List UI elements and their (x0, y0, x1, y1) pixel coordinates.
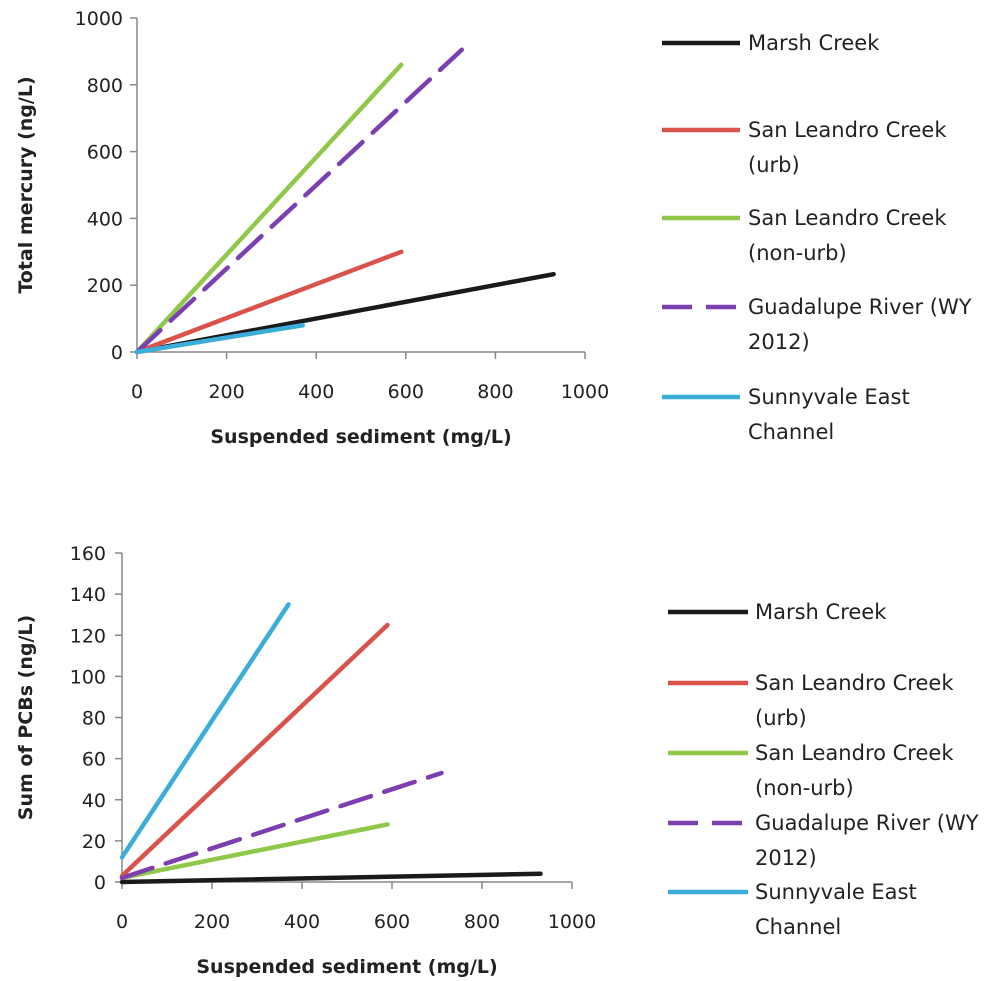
chart2-y-tick-label: 120 (70, 625, 106, 647)
chart2-series-line-5 (119, 602, 291, 860)
chart2-series-line-3 (119, 822, 390, 881)
chart2-legend-label-4: 2012) (755, 846, 817, 870)
chart2-legend-label-5: Sunnyvale East (755, 880, 917, 904)
chart1-legend-label-3: (non-urb) (748, 241, 847, 265)
chart1-legend-label-1: Marsh Creek (748, 31, 880, 55)
chart1-y-tick-label: 400 (87, 208, 123, 230)
chart1-x-tick-label: 0 (131, 381, 143, 403)
chart2-y-tick-label: 80 (82, 708, 106, 730)
chart2-legend-label-3: (non-urb) (755, 776, 854, 800)
chart2-y-tick-label: 40 (82, 790, 106, 812)
chart2-x-axis-title: Suspended sediment (mg/L) (196, 956, 497, 978)
chart2-legend-label-3: San Leandro Creek (755, 741, 954, 765)
chart1-legend-label-4: Guadalupe River (WY (748, 295, 972, 319)
chart1-series-line-4 (134, 47, 465, 355)
chart1-x-axis-title: Suspended sediment (mg/L) (210, 426, 511, 448)
chart1-x-tick-label: 400 (298, 381, 334, 403)
chart1-y-tick-label: 200 (87, 275, 123, 297)
chart2-x-tick-label: 800 (464, 911, 500, 933)
chart2-series-line-4 (119, 770, 444, 881)
chart2-legend-label-2: (urb) (755, 706, 807, 730)
chart2-x-tick-label: 1000 (548, 911, 596, 933)
chart1-series-line-5 (134, 323, 306, 355)
chart1-x-tick-label: 800 (477, 381, 513, 403)
chart2-y-tick-label: 0 (94, 872, 106, 894)
chart2-legend-label-2: San Leandro Creek (755, 671, 954, 695)
chart2-x-tick-label: 600 (374, 911, 410, 933)
chart2-legend-label-1: Marsh Creek (755, 600, 887, 624)
chart2-y-tick-label: 60 (82, 749, 106, 771)
chart1-series-line-3 (134, 62, 404, 355)
chart1-legend-label-3: San Leandro Creek (748, 206, 947, 230)
chart2-x-tick-label: 200 (194, 911, 230, 933)
chart1-legend-label-4: 2012) (748, 330, 810, 354)
chart1-legend-label-2: (urb) (748, 153, 800, 177)
chart2-x-tick-label: 400 (284, 911, 320, 933)
chart2-x-tick-label: 0 (116, 911, 128, 933)
chart1-y-axis-title: Total mercury (ng/L) (15, 76, 37, 293)
chart2-y-axis-title: Sum of PCBs (ng/L) (15, 615, 37, 820)
chart1-legend-label-5: Channel (748, 420, 834, 444)
chart2-legend-label-4: Guadalupe River (WY (755, 811, 979, 835)
chart1-y-tick-label: 600 (87, 142, 123, 164)
chart1-x-tick-label: 200 (208, 381, 244, 403)
chart1-x-tick-label: 1000 (561, 381, 609, 403)
chart1-legend-label-5: Sunnyvale East (748, 385, 910, 409)
chart1-series-line-2 (134, 249, 404, 355)
chart1-y-tick-label: 800 (87, 75, 123, 97)
chart2-legend-label-5: Channel (755, 915, 841, 939)
chart1-y-tick-label: 0 (111, 342, 123, 364)
chart2-series-line-1 (119, 871, 543, 885)
chart1-y-tick-label: 1000 (75, 8, 123, 30)
chart2-y-tick-label: 100 (70, 666, 106, 688)
chart1-legend-label-2: San Leandro Creek (748, 118, 947, 142)
chart2-y-tick-label: 20 (82, 831, 106, 853)
chart2-y-tick-label: 160 (70, 543, 106, 565)
chart2-series-line-2 (119, 622, 390, 879)
chart1-x-tick-label: 600 (388, 381, 424, 403)
chart2-y-tick-label: 140 (70, 584, 106, 606)
